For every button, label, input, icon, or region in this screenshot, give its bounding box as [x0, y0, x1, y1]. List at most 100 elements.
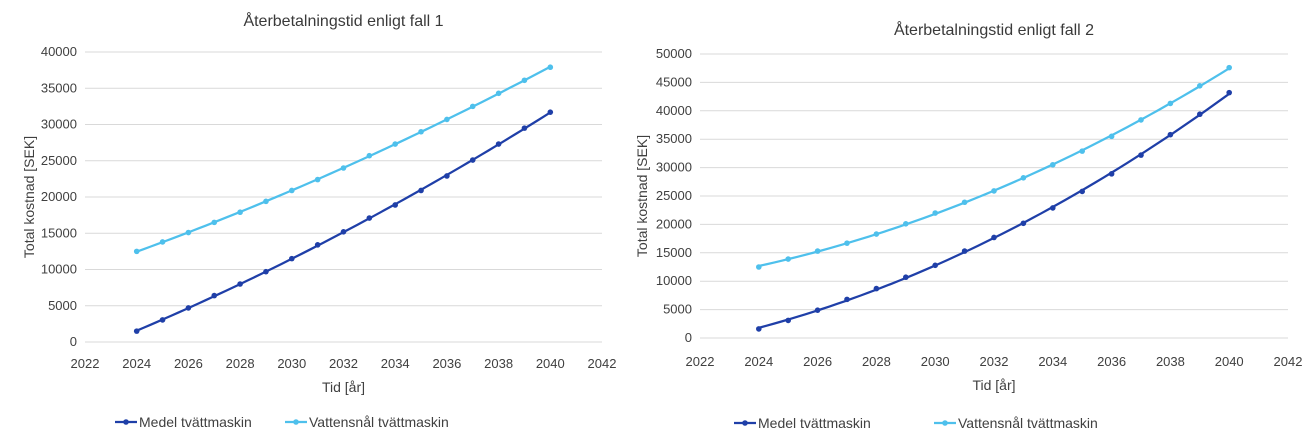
data-point — [495, 90, 502, 97]
series-trendline-1 — [758, 92, 1230, 329]
data-point — [873, 231, 880, 237]
data-point — [932, 262, 938, 269]
data-point — [991, 188, 997, 194]
data-point — [469, 157, 476, 163]
data-point — [961, 248, 968, 254]
chart-title: Återbetalningstid enligt fall 1 — [243, 11, 443, 30]
data-point — [314, 176, 321, 183]
data-point — [756, 326, 762, 332]
data-point — [392, 141, 399, 147]
x-axis-label: Tid [år] — [972, 377, 1015, 393]
y-tick-label: 40000 — [41, 44, 77, 59]
data-point — [340, 229, 347, 235]
data-point — [185, 229, 192, 236]
data-point — [1167, 100, 1174, 107]
legend-marker — [742, 420, 748, 426]
x-tick-label: 2028 — [862, 354, 891, 369]
x-tick-label: 2042 — [588, 356, 617, 371]
data-point — [1020, 175, 1027, 181]
data-point — [340, 165, 347, 171]
data-point — [932, 210, 938, 216]
x-tick-label: 2026 — [803, 354, 832, 369]
x-tick-label: 2042 — [1274, 354, 1303, 369]
legend-item-1: Medel tvättmaskin — [734, 415, 871, 431]
data-point — [1197, 83, 1203, 89]
y-tick-label: 10000 — [656, 273, 692, 288]
y-axis-label: Total kostnad [SEK] — [634, 135, 650, 257]
data-point — [521, 77, 528, 84]
legend-marker — [123, 419, 129, 425]
y-tick-label: 25000 — [656, 188, 692, 203]
data-point — [133, 248, 140, 255]
data-point — [903, 221, 909, 227]
data-point — [263, 198, 269, 205]
legend-label: Vattensnål tvättmaskin — [958, 415, 1098, 431]
x-tick-label: 2030 — [921, 354, 950, 369]
y-axis-label: Total kostnad [SEK] — [21, 136, 37, 258]
y-tick-label: 50000 — [656, 46, 692, 61]
chart-svg-1: Återbetalningstid enligt fall 1 0 5000 1000… — [21, 11, 617, 430]
x-tick-label: 2030 — [277, 356, 306, 371]
y-tick-label: 30000 — [41, 117, 77, 132]
data-point — [844, 240, 850, 246]
y-tick-label: 10000 — [41, 262, 77, 277]
data-point — [159, 239, 166, 245]
x-tick-label: 2040 — [536, 356, 565, 371]
data-point — [1050, 161, 1056, 168]
data-point — [1079, 148, 1085, 154]
data-point — [289, 187, 295, 194]
x-tick-label: 2040 — [1215, 354, 1244, 369]
y-tick-label: 35000 — [41, 80, 77, 95]
data-point — [1138, 152, 1144, 158]
data-point — [444, 173, 450, 179]
data-point — [961, 199, 968, 206]
data-point — [314, 242, 321, 248]
data-point — [547, 109, 554, 115]
data-point — [1226, 64, 1232, 71]
data-point — [1020, 220, 1027, 227]
x-tick-label: 2024 — [122, 356, 151, 371]
data-point — [392, 202, 399, 208]
data-point — [1167, 131, 1174, 138]
data-point — [991, 234, 997, 241]
data-point — [366, 215, 373, 221]
y-tick-label: 40000 — [656, 103, 692, 118]
data-point — [1138, 117, 1144, 123]
y-tick-label: 20000 — [656, 216, 692, 231]
legend-item-2: Vattensnål tvättmaskin — [285, 414, 449, 430]
y-tick-label: 0 — [685, 330, 692, 345]
data-point — [237, 209, 243, 216]
x-axis-label: Tid [år] — [322, 379, 365, 395]
x-tick-label: 2022 — [71, 356, 100, 371]
x-tick-label: 2034 — [1038, 354, 1067, 369]
data-point — [495, 141, 502, 147]
series-trendline-2 — [136, 65, 551, 253]
data-point — [785, 256, 791, 262]
x-tick-label: 2022 — [686, 354, 715, 369]
data-point — [211, 292, 218, 299]
data-point — [469, 103, 476, 110]
data-point — [873, 285, 880, 292]
x-tick-label: 2036 — [432, 356, 461, 371]
data-point — [263, 268, 269, 275]
chart-panel-1: Återbetalningstid enligt fall 1 0 5000 1000… — [0, 0, 630, 435]
x-tick-label: 2032 — [980, 354, 1009, 369]
x-tick-label: 2034 — [381, 356, 410, 371]
data-point — [1050, 205, 1056, 211]
data-point — [418, 187, 424, 194]
x-tick-label: 2032 — [329, 356, 358, 371]
data-point — [444, 116, 450, 123]
y-tick-label: 20000 — [41, 189, 77, 204]
data-point — [844, 296, 850, 303]
data-point — [1108, 133, 1115, 140]
y-tick-label: 45000 — [656, 74, 692, 89]
y-tick-label: 35000 — [656, 131, 692, 146]
legend-label: Medel tvättmaskin — [139, 414, 252, 430]
data-point — [366, 152, 373, 159]
data-point — [814, 248, 821, 254]
data-point — [418, 128, 424, 135]
data-point — [289, 255, 295, 262]
data-point — [1197, 111, 1203, 118]
data-point — [1108, 171, 1115, 177]
y-tick-label: 15000 — [41, 225, 77, 240]
